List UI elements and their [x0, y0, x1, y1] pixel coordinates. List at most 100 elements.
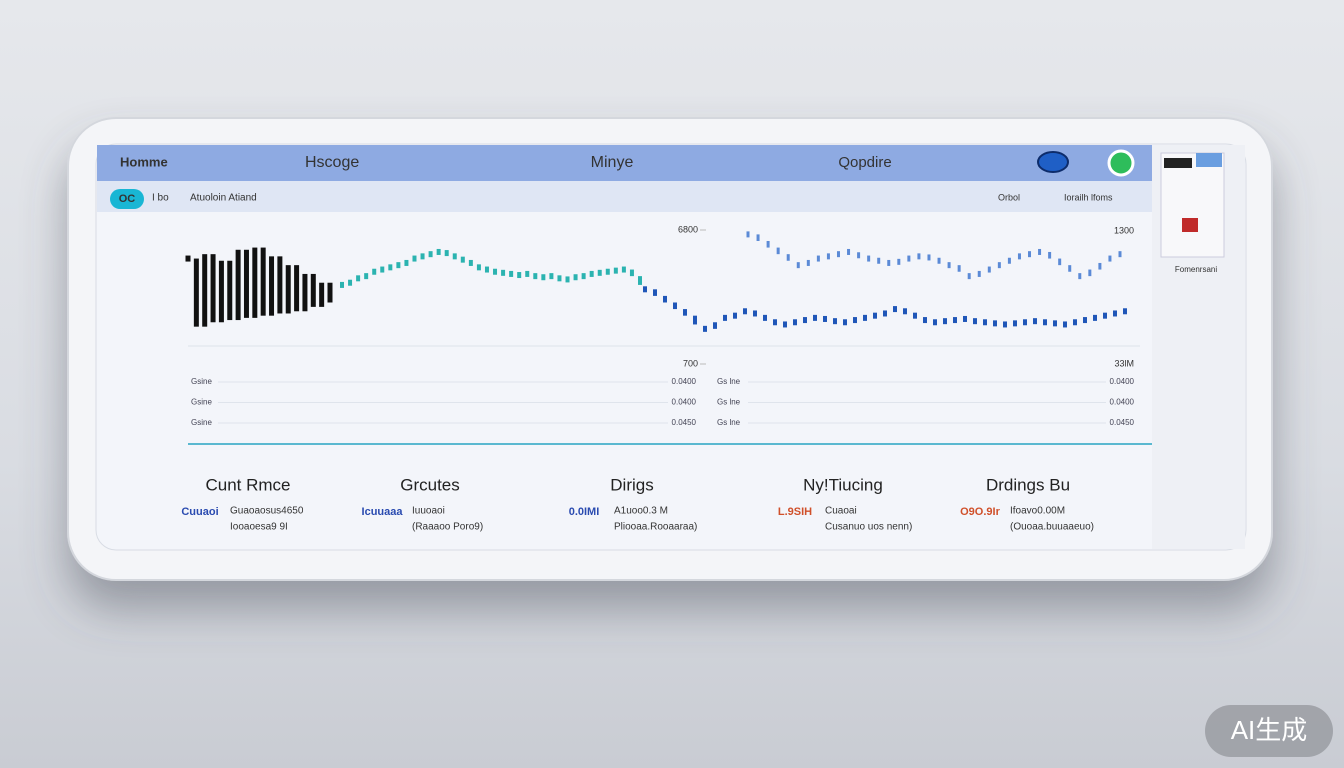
nav-item[interactable]: Hscoge — [305, 154, 359, 171]
stat-title: Drdings Bu — [986, 475, 1070, 494]
candle — [907, 255, 911, 262]
candle — [484, 266, 489, 273]
candle — [1103, 312, 1107, 319]
stat-title: Dirigs — [610, 475, 653, 494]
candle — [1017, 253, 1021, 260]
candle — [541, 274, 546, 281]
candle — [1068, 265, 1072, 272]
sub-item[interactable]: Orbol — [998, 192, 1020, 202]
candle — [501, 269, 506, 276]
candle — [277, 256, 283, 314]
candle — [773, 319, 777, 326]
row-label: Gsine — [191, 418, 212, 427]
candle — [460, 256, 465, 263]
candle — [493, 268, 498, 275]
display — [95, 143, 1247, 551]
candle — [525, 270, 530, 277]
candle — [436, 248, 441, 255]
candle — [826, 253, 830, 260]
y-tick-label: 700 — [683, 358, 698, 368]
candle — [703, 325, 707, 332]
candle — [294, 265, 300, 312]
candle — [873, 312, 877, 319]
candle — [565, 276, 570, 283]
stat-title: Grcutes — [400, 475, 460, 494]
nav-item[interactable]: Homme — [120, 154, 168, 169]
candle — [763, 314, 767, 321]
sub-item[interactable]: Atuoloin Atiand — [190, 193, 257, 204]
candle — [1098, 262, 1102, 270]
candle — [557, 275, 562, 282]
candle — [1033, 318, 1037, 325]
candle — [743, 308, 747, 315]
candle — [638, 276, 642, 285]
stat-title: Ny!Tiucing — [803, 475, 883, 494]
nav-item[interactable]: Minye — [591, 154, 634, 171]
right-label: 1300 — [1114, 225, 1134, 235]
stat-line: Cusanuo uos nenn) — [825, 522, 912, 533]
candle — [903, 308, 907, 315]
candle — [243, 249, 249, 318]
candle — [643, 286, 647, 293]
candle — [793, 319, 797, 326]
candle — [766, 240, 770, 248]
candle — [953, 317, 957, 324]
row-label: Gs lne — [717, 377, 741, 386]
candle — [1113, 310, 1117, 317]
row-label: Gs lne — [717, 398, 741, 407]
sub-item[interactable]: I bo — [152, 193, 169, 204]
candle — [993, 320, 997, 327]
candle — [913, 312, 917, 319]
candle — [193, 258, 199, 327]
candle — [1078, 273, 1082, 280]
candle — [803, 317, 807, 324]
candle — [581, 273, 586, 280]
candle — [260, 247, 266, 316]
row-label: 0.0400 — [672, 377, 697, 386]
candle — [509, 270, 514, 277]
candle — [816, 255, 820, 262]
stat-line: (Ouoaa.buuaaeuo) — [1010, 522, 1094, 533]
candle — [210, 254, 216, 323]
candle — [917, 253, 921, 260]
candle — [836, 251, 840, 258]
badge[interactable] — [110, 189, 144, 209]
candle — [957, 265, 961, 272]
stat-line: Guaoaosus4650 — [230, 506, 304, 517]
nav-icon[interactable] — [1037, 151, 1069, 173]
candle — [746, 231, 750, 238]
candle — [683, 309, 687, 316]
watermark-pill — [1205, 705, 1333, 757]
candle — [1073, 319, 1077, 326]
candle — [883, 310, 887, 317]
stat-value: L.9SIH — [778, 506, 812, 518]
candle — [753, 310, 757, 317]
nav-icon[interactable] — [1107, 149, 1135, 177]
candle — [1028, 251, 1032, 258]
candle — [1043, 319, 1047, 326]
candle — [963, 315, 967, 322]
stat-line: (Raaaoo Poro9) — [412, 522, 483, 533]
row-label: 0.0400 — [1110, 398, 1135, 407]
candle — [796, 262, 800, 269]
candle — [302, 273, 308, 312]
row-label: 0.0400 — [1110, 377, 1135, 386]
candle — [867, 255, 871, 262]
candle — [227, 260, 233, 321]
sub-item[interactable]: Iorailh lfoms — [1064, 192, 1113, 202]
candle — [364, 273, 369, 280]
candle — [937, 257, 941, 264]
candle — [420, 253, 425, 260]
candle — [269, 256, 275, 316]
row-label: Gsine — [191, 398, 212, 407]
candle — [380, 266, 385, 273]
candle — [202, 254, 208, 327]
stat-line: Cuaoai — [825, 506, 857, 517]
candle — [327, 282, 333, 303]
candle — [1048, 251, 1052, 259]
candle — [723, 314, 727, 321]
candle — [1063, 321, 1067, 328]
nav-item[interactable]: Qopdire — [838, 154, 891, 171]
candle — [396, 262, 401, 269]
